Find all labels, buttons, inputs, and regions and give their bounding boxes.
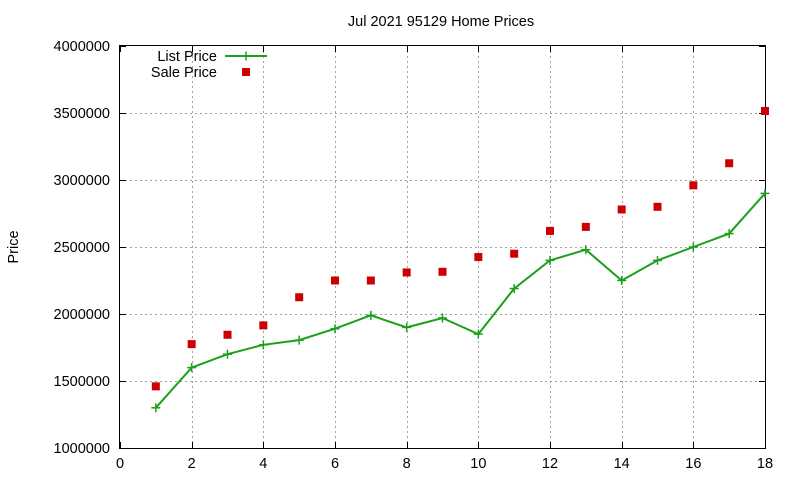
sale-price-point	[223, 330, 232, 339]
sale-price-point	[151, 382, 160, 391]
x-tick-label: 4	[259, 456, 267, 472]
sale-price-point	[331, 276, 339, 285]
y-tick-label: 2500000	[54, 240, 110, 256]
x-tick-label: 10	[470, 456, 486, 472]
list-price-point	[151, 403, 161, 413]
series-line	[155, 192, 766, 409]
sale-price-point	[761, 106, 769, 115]
sale-price-point	[259, 321, 268, 330]
y-tick-label: 1500000	[54, 374, 110, 390]
x-tick-label: 6	[331, 456, 339, 472]
sale-price-point	[366, 276, 375, 285]
sale-price-point	[689, 181, 698, 190]
list-price-point	[223, 349, 232, 359]
legend-label: Sale Price	[151, 65, 217, 81]
list-price-point	[688, 242, 698, 252]
x-tick-label: 12	[542, 456, 558, 472]
list-price-point	[294, 335, 304, 345]
list-price-point	[330, 324, 340, 334]
axis-ticks: 0 2 4 6 8 10 12 14 16 18 1000000 1500000 2000000 2500…	[54, 39, 774, 472]
y-tick-label: 1000000	[54, 441, 110, 457]
x-tick-label: 2	[188, 456, 196, 472]
sale-price-point	[295, 293, 304, 302]
list-price-point	[653, 255, 662, 265]
sale-price-point	[474, 253, 483, 262]
list-price-point	[187, 363, 197, 373]
sale-price-point	[402, 268, 411, 277]
plot-frame	[119, 45, 766, 449]
y-tick-label: 2000000	[54, 307, 110, 323]
series-list-price	[151, 188, 770, 413]
list-price-point	[402, 322, 412, 332]
y-tick-label: 3000000	[54, 173, 110, 189]
sale-price-point	[510, 249, 519, 258]
legend-label: List Price	[157, 49, 217, 65]
legend-square-swatch	[242, 68, 250, 76]
list-price-point	[258, 340, 268, 350]
x-tick-label: 0	[116, 456, 124, 472]
legend-plus-swatch	[241, 51, 251, 61]
x-tick-label: 8	[403, 456, 411, 472]
list-price-point	[581, 245, 591, 255]
y-tick-label: 4000000	[54, 39, 110, 55]
list-price-point	[438, 313, 447, 323]
series-layer	[151, 106, 770, 413]
y-axis-label: Price	[6, 230, 22, 263]
list-price-point	[545, 255, 555, 265]
list-price-point	[509, 284, 519, 294]
x-tick-label: 14	[614, 456, 630, 472]
list-price-point	[617, 276, 627, 285]
y-tick-label: 3500000	[54, 106, 110, 122]
x-tick-label: 18	[757, 456, 773, 472]
sale-price-point	[187, 340, 196, 349]
x-tick-label: 16	[685, 456, 701, 472]
chart-title: Jul 2021 95129 Home Prices	[348, 14, 534, 30]
sale-price-point	[653, 202, 662, 211]
list-price-point	[760, 188, 770, 198]
sale-price-point	[438, 267, 447, 276]
list-price-point	[473, 329, 483, 339]
series-sale-price	[151, 106, 769, 391]
grid-lines	[120, 46, 765, 448]
sale-price-point	[581, 222, 590, 231]
list-price-point	[724, 229, 734, 239]
sale-price-point	[546, 226, 554, 235]
list-price-point	[366, 310, 376, 320]
sale-price-point	[617, 205, 626, 214]
sale-price-point	[725, 159, 734, 168]
